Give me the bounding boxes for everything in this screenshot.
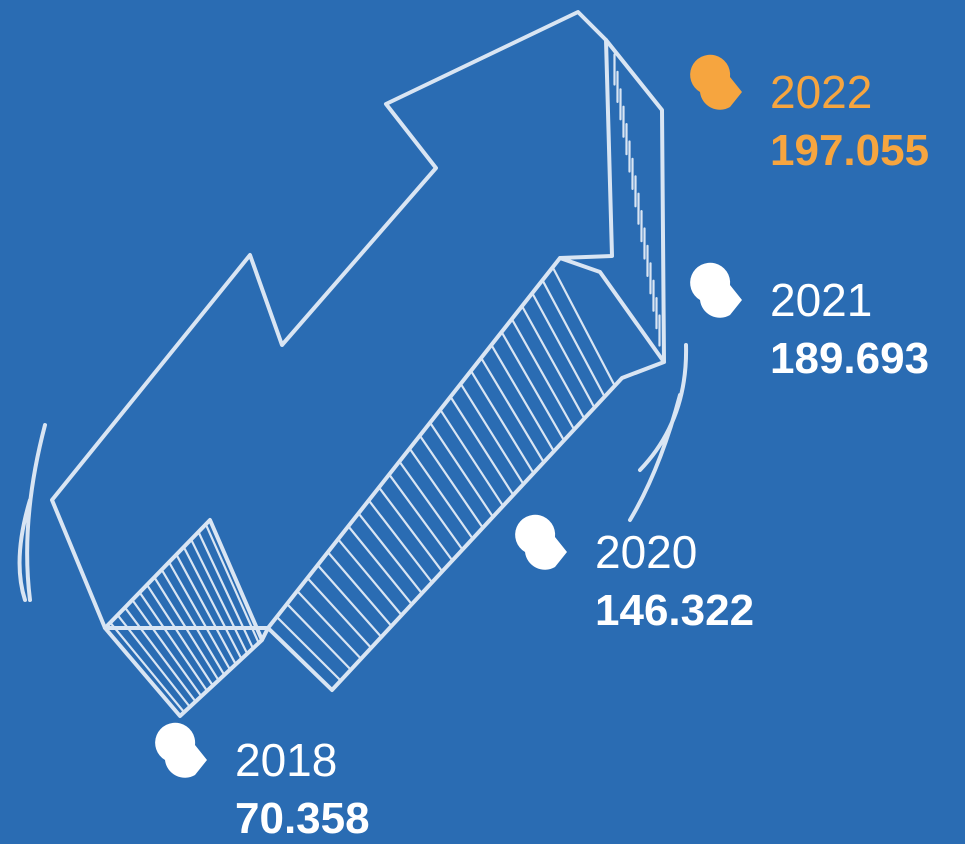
hatch bbox=[480, 356, 545, 464]
year-label: 2022 bbox=[770, 66, 872, 118]
year-label: 2020 bbox=[595, 526, 697, 578]
hatch bbox=[336, 538, 403, 617]
year-label: 2021 bbox=[770, 274, 872, 326]
hatch bbox=[204, 523, 260, 645]
motion-line bbox=[628, 343, 689, 522]
hatch bbox=[131, 598, 203, 698]
hatch bbox=[109, 621, 186, 714]
hatch bbox=[551, 266, 616, 387]
hatch bbox=[377, 486, 444, 573]
hatch bbox=[449, 395, 515, 497]
hatch bbox=[167, 561, 232, 671]
hatch bbox=[490, 343, 555, 453]
labels: 2022 197.055 2021 189.693 2020 146.322 2018 70.… bbox=[155, 54, 929, 843]
arrow-side-face bbox=[266, 38, 666, 692]
hatch bbox=[160, 568, 226, 677]
hatch bbox=[357, 512, 423, 595]
value-label: 146.322 bbox=[595, 586, 754, 635]
hatch bbox=[306, 576, 373, 649]
value-label: 70.358 bbox=[235, 794, 370, 843]
hatch bbox=[459, 382, 525, 486]
marker bbox=[690, 54, 742, 110]
hatch bbox=[418, 434, 484, 529]
hatch bbox=[388, 473, 454, 562]
growth-arrow bbox=[17, 10, 689, 718]
hatch bbox=[175, 553, 237, 666]
hatch bbox=[520, 305, 586, 420]
hatch bbox=[190, 538, 249, 655]
hatch bbox=[182, 545, 243, 661]
marker bbox=[690, 262, 742, 318]
hatch bbox=[398, 460, 464, 551]
marker bbox=[155, 722, 207, 778]
hatch bbox=[116, 613, 191, 708]
hatch bbox=[316, 563, 383, 639]
hatch bbox=[326, 551, 393, 628]
marker bbox=[515, 514, 567, 570]
hatch bbox=[428, 421, 495, 518]
motion-line bbox=[17, 423, 47, 602]
year-label: 2018 bbox=[235, 734, 337, 786]
hatch bbox=[138, 591, 209, 693]
hatch bbox=[510, 317, 576, 431]
hatch bbox=[197, 530, 255, 650]
hatch bbox=[275, 615, 342, 682]
hatch bbox=[145, 583, 214, 687]
hatch bbox=[347, 525, 413, 606]
hatch bbox=[469, 369, 535, 475]
hatch bbox=[408, 447, 474, 540]
hatch bbox=[439, 408, 505, 508]
hatch bbox=[296, 589, 363, 660]
hatch bbox=[541, 279, 606, 398]
hatch bbox=[531, 292, 596, 409]
hatch bbox=[153, 576, 220, 682]
hatch bbox=[367, 499, 434, 584]
value-label: 189.693 bbox=[770, 334, 929, 383]
hatch bbox=[500, 330, 566, 442]
hatch bbox=[285, 602, 352, 671]
hatch bbox=[123, 606, 197, 703]
value-label: 197.055 bbox=[770, 126, 929, 175]
